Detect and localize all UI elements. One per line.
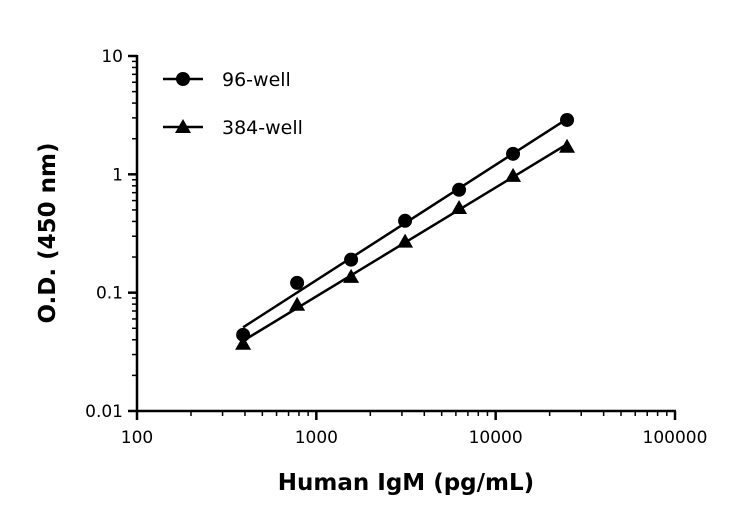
- legend-label: 384-well: [222, 117, 303, 139]
- y-axis-label: O.D. (450 nm): [35, 142, 61, 323]
- y-tick-label: 0.1: [96, 284, 123, 304]
- data-point-circle: [560, 112, 575, 127]
- data-point-triangle: [559, 138, 576, 153]
- data-point-triangle: [235, 335, 252, 350]
- series-384-well: [235, 138, 576, 350]
- data-point-circle: [398, 213, 413, 228]
- data-point-triangle: [397, 233, 414, 248]
- legend-label: 96-well: [222, 69, 291, 91]
- data-point-circle: [506, 146, 521, 161]
- x-axis-label: Human IgM (pg/mL): [278, 470, 534, 496]
- axes: 0.01 0.1 1 10 100 1000 10000 100000: [85, 47, 707, 448]
- x-tick-label: 1000: [295, 428, 338, 448]
- legend: 96-well 384-well: [163, 69, 303, 139]
- series-96-well: [236, 112, 575, 342]
- data-point-circle: [344, 252, 359, 267]
- x-tick-label: 10000: [469, 428, 523, 448]
- data-point-circle: [452, 182, 467, 197]
- x-tick-label: 100000: [643, 428, 708, 448]
- y-tick-label: 1: [112, 165, 123, 185]
- y-tick-label: 0.01: [85, 402, 123, 422]
- data-point-triangle: [505, 167, 522, 182]
- data-point-circle: [290, 275, 305, 290]
- data-point-triangle: [175, 119, 191, 133]
- data-point-circle: [176, 72, 190, 86]
- series-layer: [235, 112, 576, 350]
- data-point-triangle: [289, 296, 306, 311]
- x-tick-label: 100: [121, 428, 153, 448]
- data-point-triangle: [343, 268, 360, 283]
- y-tick-label: 10: [101, 47, 123, 67]
- data-point-triangle: [451, 199, 468, 214]
